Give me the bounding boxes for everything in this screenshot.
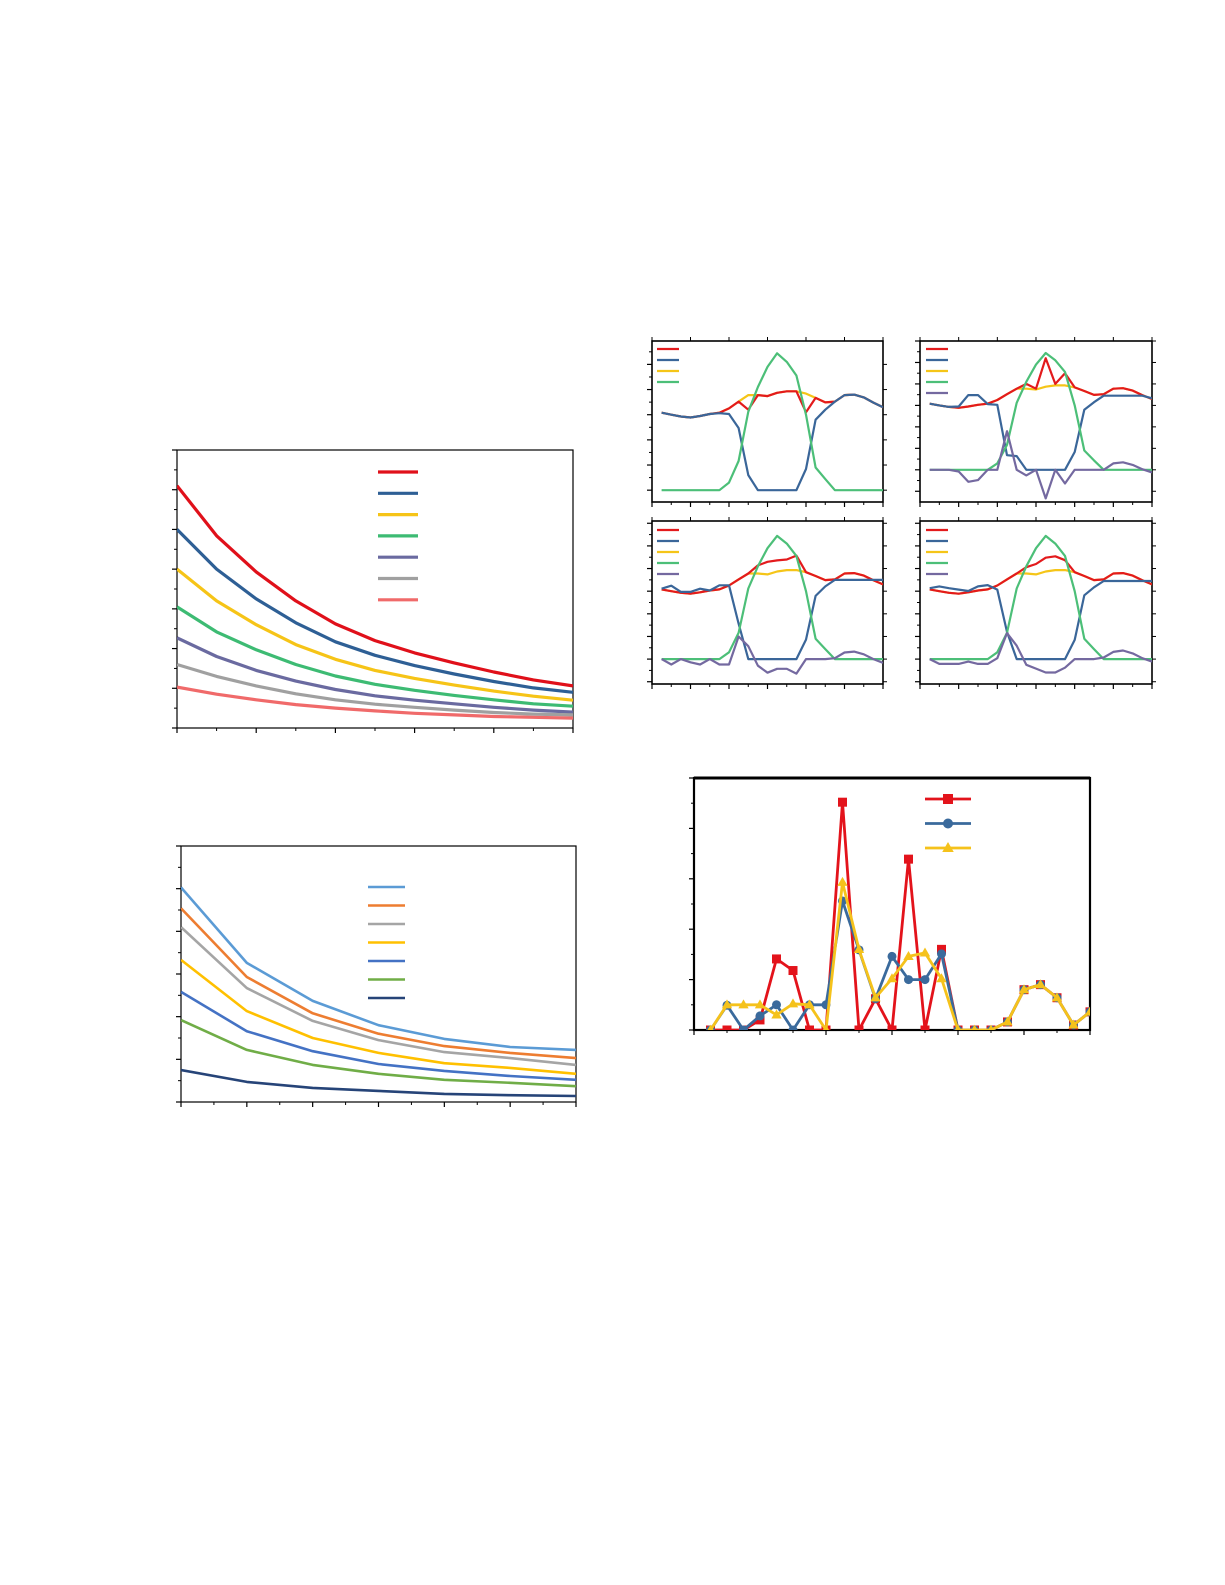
series-line-4 [661, 534, 883, 661]
series-line-4 [177, 605, 573, 708]
chart-panel-3 [647, 517, 887, 689]
series-line-3 [177, 567, 573, 702]
series-line-7 [177, 685, 573, 720]
data-point-3-22 [1051, 992, 1063, 1002]
series-line-2 [929, 394, 1152, 471]
series-line-6 [181, 1018, 576, 1088]
data-point-3-13 [903, 951, 914, 961]
data-point-3-2 [721, 999, 733, 1009]
series-layer [661, 534, 883, 675]
plot-frame [919, 340, 1153, 503]
series-line-5 [929, 430, 1152, 500]
data-point-2-12 [887, 951, 897, 961]
series-line-1 [661, 554, 883, 595]
series-line-4 [929, 534, 1152, 661]
series-line-1 [929, 555, 1152, 595]
data-point-3-12 [886, 973, 898, 983]
data-point-3-23 [1068, 1019, 1079, 1029]
data-point-1-6 [788, 966, 798, 976]
series-line-3 [709, 880, 1090, 1030]
data-point-3-8 [822, 1024, 830, 1030]
series-line-2 [177, 528, 573, 694]
data-point-2-4 [755, 1011, 765, 1021]
data-point-3-11 [870, 992, 881, 1002]
series-line-5 [929, 631, 1152, 674]
series-line-2 [929, 579, 1152, 661]
series-line-2 [181, 907, 576, 1060]
series-line-1 [177, 484, 573, 688]
data-point-3-16 [954, 1024, 962, 1030]
series-layer [177, 484, 573, 720]
data-point-3-4 [754, 999, 766, 1009]
data-point-3-15 [936, 973, 947, 983]
data-point-2-5 [772, 1000, 781, 1010]
series-line-3 [181, 926, 576, 1067]
series-line-1 [181, 886, 576, 1052]
legend-marker-3 [942, 842, 954, 852]
data-point-3-24 [1084, 1006, 1090, 1016]
data-point-3-21 [1035, 979, 1046, 989]
chart-panel-1 [647, 337, 887, 507]
data-point-2-3 [739, 1025, 748, 1030]
data-point-1-13 [904, 854, 913, 864]
series-line-5 [181, 990, 576, 1082]
series-line-5 [177, 636, 573, 714]
plot-frame [692, 776, 1092, 1032]
data-point-3-5 [771, 1009, 782, 1019]
data-point-1-12 [887, 1025, 897, 1030]
series-line-7 [181, 1068, 576, 1098]
data-point-1-14 [920, 1025, 930, 1030]
data-point-1-2 [722, 1025, 732, 1030]
data-point-3-7 [804, 999, 815, 1009]
data-point-1-7 [805, 1025, 814, 1030]
data-point-1-5 [772, 954, 781, 964]
chart-panel-4 [915, 517, 1156, 689]
series-line-4 [181, 958, 576, 1076]
data-point-2-14 [920, 975, 930, 985]
data-point-3-9 [837, 876, 848, 886]
data-point-3-1 [707, 1024, 714, 1030]
series-line-6 [177, 662, 573, 717]
data-point-1-15 [937, 944, 946, 954]
data-point-3-18 [987, 1024, 995, 1030]
data-point-1-10 [854, 1025, 864, 1030]
data-point-3-17 [971, 1024, 978, 1030]
series-layer [181, 886, 576, 1098]
data-point-2-13 [904, 975, 913, 985]
chart-decay-b [176, 845, 577, 1107]
chart-markers-d [689, 776, 1092, 1035]
series-layer [929, 351, 1152, 500]
series-line-4 [661, 352, 883, 492]
series-line-2 [661, 393, 883, 492]
series-line-4 [929, 351, 1152, 471]
legend-marker-2 [943, 818, 953, 829]
data-point-3-19 [1002, 1016, 1013, 1026]
data-point-2-6 [788, 1025, 798, 1030]
chart-decay-a [172, 449, 574, 733]
series-line-1 [929, 357, 1152, 409]
data-point-3-3 [738, 999, 749, 1009]
data-point-3-14 [919, 947, 931, 957]
legend-marker-1 [943, 794, 953, 804]
series-layer [929, 534, 1152, 674]
data-point-1-9 [838, 797, 847, 807]
chart-panel-2 [915, 337, 1156, 507]
data-point-3-20 [1018, 984, 1030, 994]
data-point-3-6 [787, 998, 799, 1008]
data-point-2-15 [937, 949, 946, 959]
series-layer [706, 797, 1090, 1030]
data-point-3-10 [853, 943, 865, 953]
series-line-2 [661, 578, 883, 661]
series-line-5 [661, 635, 883, 675]
series-layer [661, 352, 883, 492]
